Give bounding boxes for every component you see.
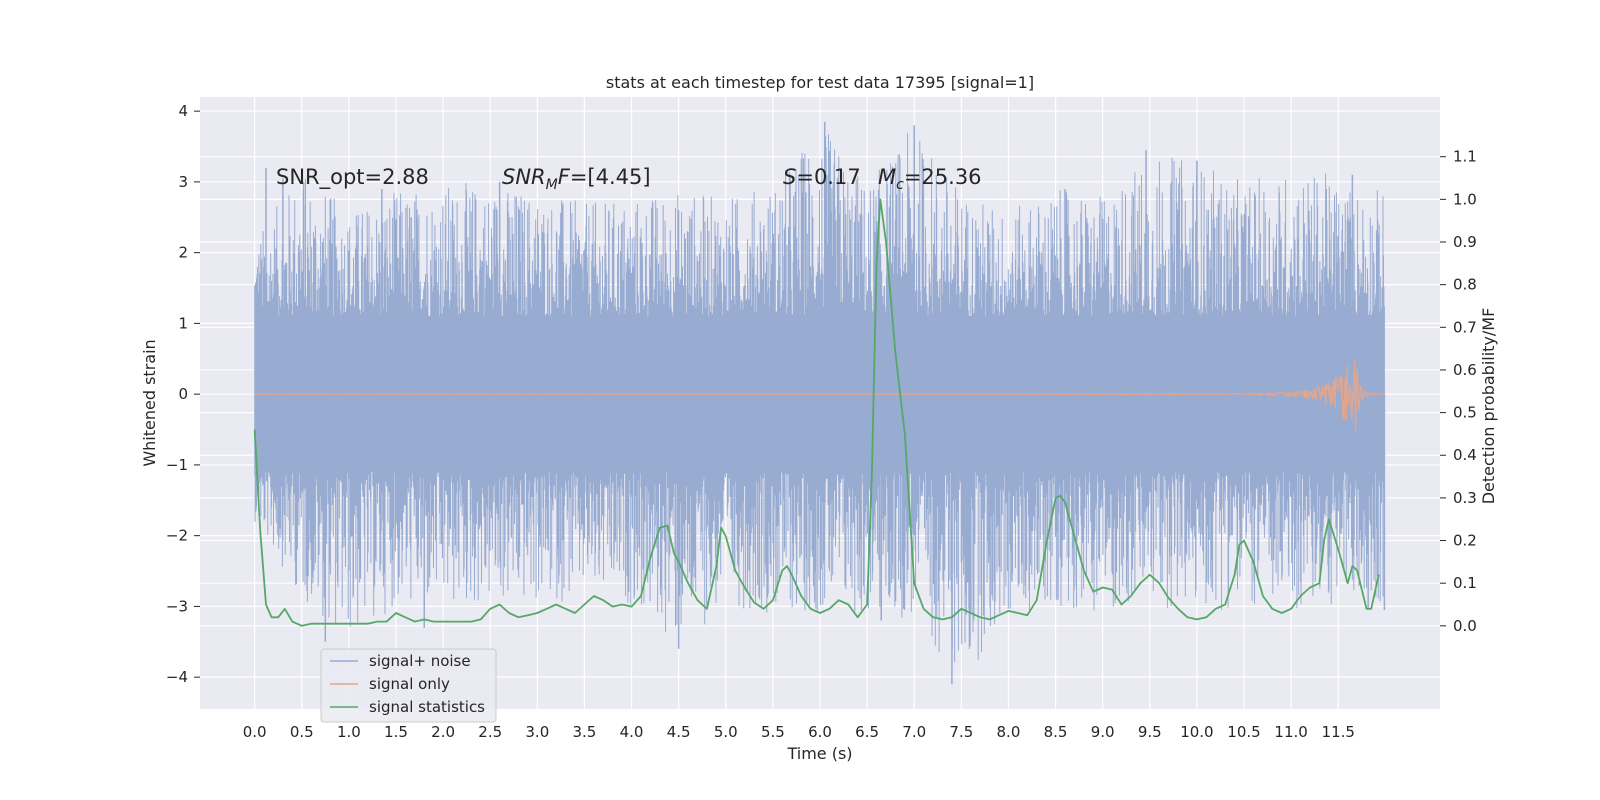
x-tick-label: 3.0 <box>525 723 549 741</box>
y-tick-label-left: 4 <box>178 102 188 120</box>
y-tick-label-left: 0 <box>178 385 188 403</box>
y-tick-label-right: 0.3 <box>1453 489 1477 507</box>
legend-label-signal-only: signal only <box>369 675 450 693</box>
x-tick-label: 5.5 <box>761 723 785 741</box>
y-tick-label-left: 3 <box>178 173 188 191</box>
x-tick-label: 8.0 <box>997 723 1021 741</box>
y-tick-label-right: 0.7 <box>1453 318 1477 336</box>
chart-title: stats at each timestep for test data 173… <box>606 73 1034 92</box>
annotation-mc: Mc=25.36 <box>878 165 982 193</box>
x-tick-label: 10.5 <box>1227 723 1260 741</box>
annotation-s-main: S <box>783 165 796 189</box>
x-tick-label: 11.5 <box>1322 723 1355 741</box>
legend: signal+ noise signal only signal statist… <box>320 648 497 723</box>
annotation-snr-mf: SNRMF=[4.45] <box>502 165 651 193</box>
annotation-snr-mf-value: =[4.45] <box>570 165 651 189</box>
x-axis-label: Time (s) <box>786 744 852 763</box>
x-tick-label: 6.0 <box>808 723 832 741</box>
y-tick-label-left: 2 <box>178 244 188 262</box>
x-tick-label: 1.0 <box>337 723 361 741</box>
series-signal-statistics <box>253 198 1380 627</box>
y-tick-label-left: −1 <box>166 456 188 474</box>
x-tick-label: 4.0 <box>620 723 644 741</box>
legend-label-signal-statistics: signal statistics <box>369 698 485 716</box>
annotation-snr-mf-sub: M <box>546 177 558 193</box>
y-tick-label-left: −4 <box>166 668 188 686</box>
x-tick-label: 7.5 <box>949 723 973 741</box>
x-tick-label: 2.0 <box>431 723 455 741</box>
x-tick-label: 4.5 <box>667 723 691 741</box>
annotation-mc-value: =25.36 <box>904 165 982 189</box>
y-tick-label-right: 0.1 <box>1453 574 1477 592</box>
y-tick-label-right: 1.0 <box>1453 190 1477 208</box>
x-tick-label: 5.0 <box>714 723 738 741</box>
x-tick-label: 1.5 <box>384 723 408 741</box>
annotation-mc-main: M <box>878 165 896 189</box>
annotation-s-value: =0.17 <box>796 165 860 189</box>
annotation-snr-mf-main: SNR <box>502 165 546 189</box>
x-tick-label: 6.5 <box>855 723 879 741</box>
x-tick-label: 0.5 <box>290 723 314 741</box>
x-tick-label: 2.5 <box>478 723 502 741</box>
annotation-snr-mf-tail: F <box>558 165 571 189</box>
y-tick-label-right: 0.4 <box>1453 446 1477 464</box>
y-axis-label-left: Whitened strain <box>140 339 159 466</box>
x-tick-label: 3.5 <box>573 723 597 741</box>
y-tick-label-right: 0.9 <box>1453 233 1477 251</box>
y-tick-label-left: −2 <box>166 527 188 545</box>
legend-box <box>320 648 497 723</box>
x-tick-label: 9.5 <box>1138 723 1162 741</box>
stats-line <box>253 198 1380 627</box>
annotation-s: S=0.17 <box>783 165 861 189</box>
x-tick-label: 11.0 <box>1274 723 1307 741</box>
x-tick-label: 8.5 <box>1044 723 1068 741</box>
annotation-snr-opt: SNR_opt=2.88 <box>276 165 429 190</box>
axis-ticks: 0.0 0.5 1.0 1.5 2.0 2.5 3.0 3.5 4.0 4.5 5.0 5.5 6.0 6… <box>166 102 1477 741</box>
y-tick-label-right: 0.0 <box>1453 617 1477 635</box>
y-tick-label-right: 0.6 <box>1453 361 1477 379</box>
y-tick-label-right: 0.5 <box>1453 404 1477 422</box>
y-axis-label-right: Detection probability/MF <box>1479 308 1498 505</box>
annotation-mc-sub: c <box>896 177 904 193</box>
legend-label-signal-plus-noise: signal+ noise <box>369 652 471 670</box>
series-signal-only <box>254 360 1385 433</box>
y-tick-label-left: −3 <box>166 597 188 615</box>
x-tick-label: 0.0 <box>243 723 267 741</box>
y-tick-label-right: 0.8 <box>1453 276 1477 294</box>
x-tick-label: 10.0 <box>1180 723 1213 741</box>
y-tick-label-left: 1 <box>178 314 188 332</box>
x-tick-label: 9.0 <box>1091 723 1115 741</box>
signal-trace <box>254 360 1385 433</box>
y-tick-label-right: 0.2 <box>1453 532 1477 550</box>
x-tick-label: 7.0 <box>902 723 926 741</box>
y-tick-label-right: 1.1 <box>1453 148 1477 166</box>
